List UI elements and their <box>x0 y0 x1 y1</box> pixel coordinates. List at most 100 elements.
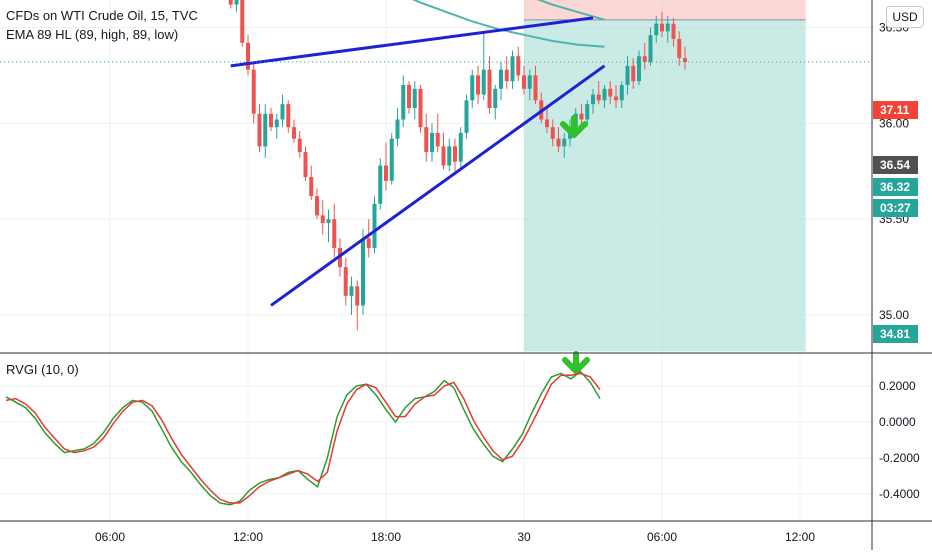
price-marker-bg <box>873 199 918 217</box>
candle <box>384 165 388 181</box>
candle <box>435 132 440 147</box>
candle <box>579 113 584 120</box>
candle <box>619 84 624 101</box>
candle <box>240 0 245 43</box>
candle <box>596 94 601 101</box>
price-marker-label: 37.11 <box>880 103 910 117</box>
candle <box>315 196 319 216</box>
candle <box>246 42 250 70</box>
candle <box>637 56 641 82</box>
candle <box>269 113 273 128</box>
candle <box>522 75 526 89</box>
candle <box>280 104 285 120</box>
rvgi-indicator-label: RVGI (10, 0) <box>6 362 79 377</box>
candle <box>458 132 463 162</box>
candle <box>608 88 613 97</box>
candle <box>585 104 590 120</box>
candle <box>412 88 417 108</box>
price-marker-label: 03:27 <box>880 201 911 215</box>
price-marker: 37.11 <box>873 101 918 119</box>
candle <box>510 56 515 82</box>
take-profit-zone <box>524 19 806 352</box>
candle <box>648 35 653 62</box>
price-tick-label: 35.00 <box>879 308 909 322</box>
candle <box>366 238 371 248</box>
price-marker: 34.81 <box>873 325 918 343</box>
candle <box>251 69 256 114</box>
candle <box>631 65 636 82</box>
rvgi-signal-line <box>5 372 601 504</box>
price-marker-bg <box>873 101 918 119</box>
candle <box>424 127 429 153</box>
candle <box>332 219 337 248</box>
candle <box>533 75 538 101</box>
price-marker: 36.54 <box>873 156 918 174</box>
time-tick-label: 06:00 <box>647 530 677 544</box>
candle <box>228 0 233 5</box>
candle <box>602 88 607 101</box>
candle <box>470 75 475 101</box>
rvgi-line <box>5 370 601 506</box>
candle <box>401 84 406 120</box>
candle <box>556 138 561 147</box>
chart-title: CFDs on WTI Crude Oil, 15, TVC <box>6 8 198 23</box>
rvgi-tick-label: -0.4000 <box>879 487 920 501</box>
candle <box>274 119 279 128</box>
candle <box>303 152 308 177</box>
candle <box>493 88 498 108</box>
candle <box>453 146 457 162</box>
stop-loss-zone <box>524 0 806 20</box>
candle <box>591 94 595 105</box>
candle <box>430 132 434 153</box>
time-tick-label: 18:00 <box>371 530 401 544</box>
candle <box>234 0 239 5</box>
candle <box>660 23 664 32</box>
candle <box>499 69 503 89</box>
candle <box>297 138 302 153</box>
rvgi-tick-label: 0.2000 <box>879 379 916 393</box>
candle <box>292 127 296 139</box>
candle <box>516 56 521 76</box>
candle <box>389 138 394 181</box>
trendline[interactable] <box>270 64 606 307</box>
price-marker-bg <box>873 156 918 174</box>
candle <box>614 96 618 101</box>
candle <box>545 119 549 128</box>
candle <box>476 75 480 95</box>
price-marker-label: 36.54 <box>880 158 910 172</box>
time-tick-label: 12:00 <box>233 530 263 544</box>
candle <box>257 113 262 147</box>
candle <box>527 75 532 89</box>
price-marker-bg <box>873 178 918 196</box>
currency-button[interactable]: USD <box>886 6 924 28</box>
candle <box>665 23 670 32</box>
candle <box>683 58 687 62</box>
time-tick-label: 12:00 <box>785 530 815 544</box>
candle <box>355 286 360 306</box>
candle <box>447 146 452 166</box>
candle <box>407 84 411 108</box>
candle <box>550 127 555 139</box>
candle <box>349 286 354 296</box>
trendline[interactable] <box>230 16 594 68</box>
price-tick-label: 36.00 <box>879 116 909 130</box>
rvgi-tick-label: -0.2000 <box>879 451 920 465</box>
candle <box>286 104 291 128</box>
candle <box>395 119 400 139</box>
candle <box>326 219 331 223</box>
rvgi-tick-label: 0.0000 <box>879 415 916 429</box>
candle <box>671 23 676 39</box>
price-marker-label: 36.32 <box>880 180 910 194</box>
price-marker-label: 34.81 <box>880 327 910 341</box>
candle <box>642 56 647 62</box>
candle <box>263 113 268 147</box>
candle <box>441 146 446 166</box>
candle <box>625 65 630 85</box>
candle <box>378 165 383 204</box>
price-marker: 36.32 <box>873 178 918 196</box>
price-marker-bg <box>873 325 918 343</box>
rvgi-sell-arrow-icon-shape <box>562 351 590 374</box>
candle <box>309 176 314 197</box>
